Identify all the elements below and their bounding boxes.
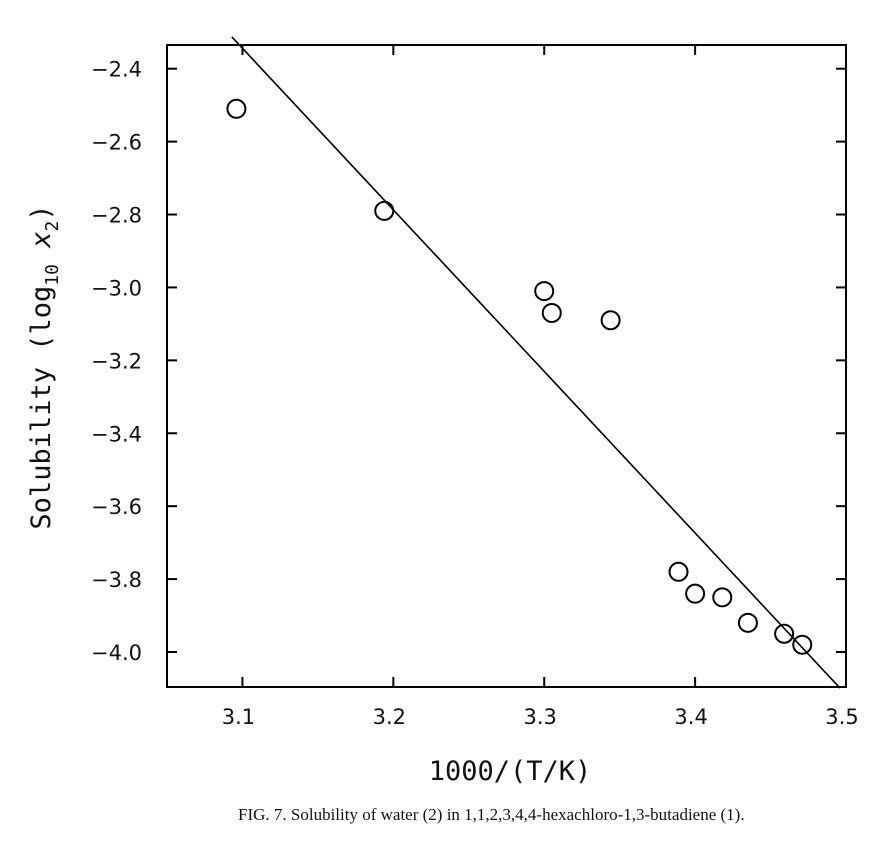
y-tick-label: −3.8 <box>91 568 142 592</box>
figure-caption: FIG. 7. Solubility of water (2) in 1,1,2… <box>238 805 745 824</box>
fit-line <box>231 36 841 689</box>
plot-frame <box>166 44 847 688</box>
x-tick-label: 3.2 <box>373 705 406 729</box>
data-point <box>600 310 621 331</box>
y-axis-title-main: Solubility (log <box>26 286 57 530</box>
data-point <box>685 583 706 604</box>
data-point <box>541 302 562 323</box>
x-axis-title: 1000/(T/K) <box>429 756 592 787</box>
y-tick-label: −3.4 <box>91 422 142 446</box>
x-tick-label: 3.5 <box>825 705 858 729</box>
y-tick-label: −4.0 <box>91 641 142 665</box>
y-axis-title-sub2: 2 <box>42 221 63 232</box>
y-tick-label: −3.6 <box>91 495 142 519</box>
data-point <box>737 612 758 633</box>
data-point <box>534 281 555 302</box>
y-tick-label: −2.6 <box>91 131 142 155</box>
plot-marks <box>226 36 841 689</box>
y-tick-label: −3.2 <box>91 349 142 373</box>
x-tick-label: 3.3 <box>524 705 557 729</box>
y-tick-label: −2.8 <box>91 204 142 228</box>
x-tick-label: 3.1 <box>222 705 255 729</box>
y-axis-title-sub1: 10 <box>42 264 63 286</box>
data-point <box>712 587 733 608</box>
axis-ticks: 3.1 3.2 3.3 3.4 3.5 −2.4 −2.6 −2.8 −3.0 −3.2 −3.4 −… <box>91 45 859 729</box>
data-point <box>374 200 395 221</box>
y-tick-label: −2.4 <box>91 58 142 82</box>
data-point <box>226 98 247 119</box>
y-axis-title-close: ) <box>26 204 57 220</box>
x-tick-label: 3.4 <box>674 705 707 729</box>
y-axis-title-var: x <box>26 232 57 265</box>
data-point <box>668 561 689 582</box>
data-point <box>792 634 813 655</box>
y-tick-label: −3.0 <box>91 276 142 300</box>
y-axis-title: Solubility (log10 x2) <box>26 204 63 529</box>
data-point <box>774 623 795 644</box>
